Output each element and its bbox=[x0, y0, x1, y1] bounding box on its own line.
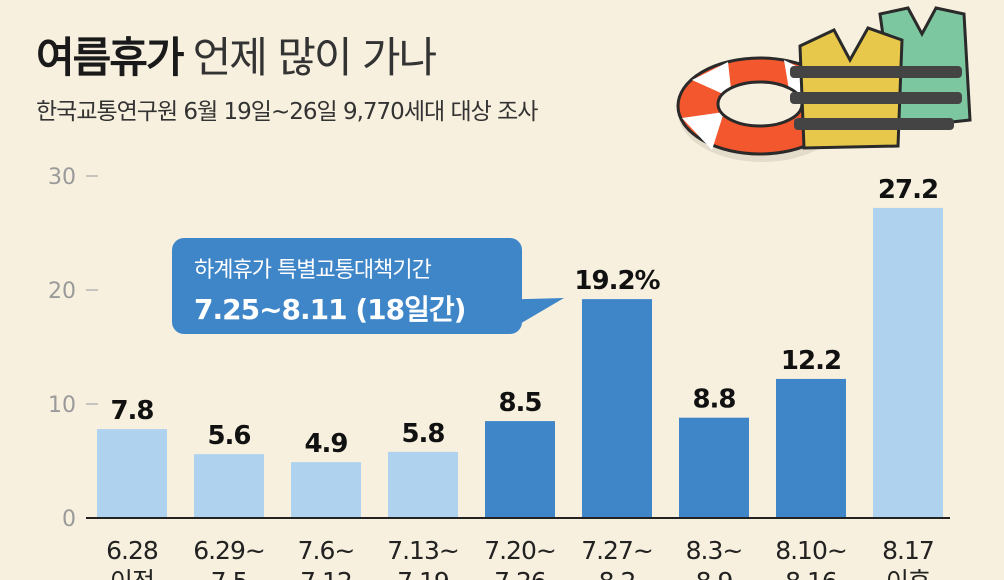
x-tick-label: 7.13~ bbox=[387, 536, 459, 565]
period-callout: 하계휴가 특별교통대책기간 7.25~8.11 (18일간) bbox=[172, 238, 564, 334]
x-tick-label: 8.16 bbox=[785, 567, 837, 580]
bar-value-label: 4.9 bbox=[304, 429, 347, 459]
chart-subtitle: 한국교통연구원 6월 19일~26일 9,770세대 대상 조사 bbox=[36, 99, 538, 125]
bar-value-label: 19.2% bbox=[574, 266, 660, 296]
bar-value-label: 12.2 bbox=[781, 346, 841, 376]
title-light: 언제 많이 가나 bbox=[192, 33, 438, 82]
x-tick-label: 8.17 bbox=[882, 536, 934, 565]
x-tick-label: 7.26 bbox=[494, 567, 546, 580]
callout-period: 7.25~8.11 (18일간) bbox=[194, 293, 466, 326]
x-tick-label: 8.2 bbox=[599, 567, 636, 580]
bar bbox=[679, 417, 749, 518]
x-tick-label: 이후 bbox=[886, 567, 930, 580]
x-tick-label: 6.29~ bbox=[193, 536, 265, 565]
x-tick-label: 7.19 bbox=[397, 567, 449, 580]
bar bbox=[485, 421, 555, 518]
bar-value-label: 8.5 bbox=[498, 388, 541, 418]
bar bbox=[194, 454, 264, 518]
x-tick-label: 7.27~ bbox=[581, 536, 653, 565]
bar bbox=[291, 462, 361, 518]
x-tick-label: 7.20~ bbox=[484, 536, 556, 565]
x-tick-label: 6.28 bbox=[106, 536, 158, 565]
y-tick-label: 10 bbox=[48, 393, 76, 418]
title-bold: 여름휴가 bbox=[36, 33, 185, 82]
y-tick-label: 0 bbox=[62, 507, 76, 532]
x-tick-label: 8.9 bbox=[696, 567, 733, 580]
bar bbox=[582, 299, 652, 518]
summer-illustration bbox=[676, 6, 972, 162]
bar bbox=[776, 378, 846, 518]
bar-value-label: 27.2 bbox=[878, 175, 938, 205]
bar bbox=[97, 429, 167, 518]
bar-value-label: 5.6 bbox=[207, 421, 250, 451]
callout-title: 하계휴가 특별교통대책기간 bbox=[194, 258, 432, 283]
bar-value-label: 7.8 bbox=[110, 396, 153, 426]
y-tick-label: 20 bbox=[48, 279, 76, 304]
x-tick-label: 7.5 bbox=[211, 567, 248, 580]
bar-value-label: 8.8 bbox=[692, 385, 735, 415]
chart-title: 여름휴가 언제 많이 가나 bbox=[36, 24, 438, 85]
bar bbox=[873, 207, 943, 519]
x-tick-label: 8.10~ bbox=[775, 536, 847, 565]
x-tick-label: 이전 bbox=[110, 567, 154, 580]
life-jacket-icon bbox=[790, 6, 972, 150]
y-tick-label: 30 bbox=[48, 165, 76, 190]
x-tick-label: 7.6~ bbox=[298, 536, 355, 565]
bar-value-label: 5.8 bbox=[401, 419, 444, 449]
callout-bubble bbox=[172, 238, 564, 334]
x-tick-label: 7.12 bbox=[300, 567, 352, 580]
bar bbox=[388, 451, 458, 518]
x-tick-label: 8.3~ bbox=[686, 536, 743, 565]
